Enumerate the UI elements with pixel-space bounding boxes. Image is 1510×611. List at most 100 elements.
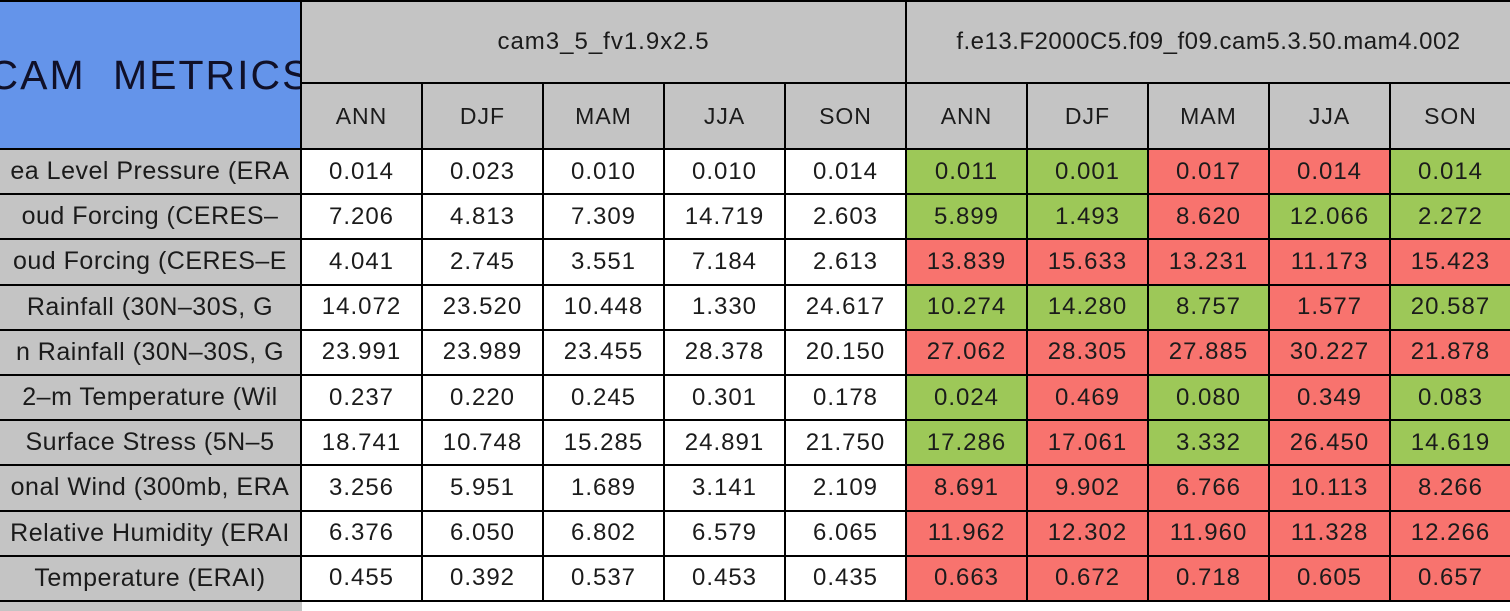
bottom-strip (0, 601, 1510, 611)
model1-value-cell: 18.741 (302, 421, 421, 465)
model2-value-cell-worse: 21.878 (1391, 330, 1510, 374)
model2-value-cell-worse: 12.302 (1028, 511, 1147, 555)
model2-value-cell-worse: 0.349 (1270, 375, 1389, 420)
row-label: Surface Stress (5N–5 (0, 421, 300, 465)
model2-value-cell-better: 20.587 (1391, 285, 1510, 329)
model1-value-cell: 0.178 (786, 375, 905, 420)
model1-value-cell: 2.603 (786, 195, 905, 239)
model1-value-cell: 28.378 (665, 330, 784, 374)
model1-value-cell: 3.551 (544, 240, 663, 284)
model2-value-cell-worse: 11.960 (1149, 511, 1268, 555)
model1-value-cell: 0.220 (423, 375, 542, 420)
model2-value-cell-worse: 27.062 (907, 330, 1026, 374)
model1-value-cell: 2.745 (423, 240, 542, 284)
row-label: Relative Humidity (ERAI (0, 511, 300, 555)
model2-value-cell-better: 0.083 (1391, 375, 1510, 420)
model1-value-cell: 10.748 (423, 421, 542, 465)
model1-value-cell: 6.065 (786, 511, 905, 555)
model2-value-cell-worse: 13.231 (1149, 240, 1268, 284)
row-label: 2–m Temperature (Wil (0, 375, 300, 420)
model1-header: cam3_5_fv1.9x2.5 (302, 2, 905, 82)
model2-value-cell-better: 12.066 (1270, 195, 1389, 239)
model1-value-cell: 0.010 (665, 150, 784, 194)
model2-value-cell-worse: 27.885 (1149, 330, 1268, 374)
model1-value-cell: 24.891 (665, 421, 784, 465)
model1-value-cell: 0.453 (665, 556, 784, 600)
model2-value-cell-worse: 8.620 (1149, 195, 1268, 239)
model2-value-cell-worse: 0.657 (1391, 556, 1510, 600)
model1-value-cell: 0.435 (786, 556, 905, 600)
model2-value-cell-worse: 11.962 (907, 511, 1026, 555)
row-label: n Rainfall (30N–30S, G (0, 330, 300, 374)
row-label: oud Forcing (CERES– (0, 195, 300, 239)
model1-value-cell: 7.309 (544, 195, 663, 239)
model2-value-cell-worse: 0.663 (907, 556, 1026, 600)
model2-value-cell-better: 5.899 (907, 195, 1026, 239)
model2-value-cell-worse: 6.766 (1149, 466, 1268, 510)
season-header-model2-ann: ANN (907, 84, 1026, 148)
model1-value-cell: 23.991 (302, 330, 421, 374)
model1-value-cell: 6.802 (544, 511, 663, 555)
model1-value-cell: 15.285 (544, 421, 663, 465)
row-label: onal Wind (300mb, ERA (0, 466, 300, 510)
model2-value-cell-worse: 0.014 (1270, 150, 1389, 194)
model2-value-cell-better: 10.274 (907, 285, 1026, 329)
model2-value-cell-worse: 17.061 (1028, 421, 1147, 465)
model1-value-cell: 0.301 (665, 375, 784, 420)
model1-value-cell: 24.617 (786, 285, 905, 329)
row-label: Temperature (ERAI) (0, 556, 300, 600)
model2-value-cell-worse: 10.113 (1270, 466, 1389, 510)
model1-value-cell: 23.989 (423, 330, 542, 374)
model2-value-cell-worse: 0.718 (1149, 556, 1268, 600)
model2-value-cell-worse: 30.227 (1270, 330, 1389, 374)
model2-value-cell-worse: 15.633 (1028, 240, 1147, 284)
row-label: ea Level Pressure (ERA (0, 150, 300, 194)
page-title: CAM METRICS (0, 2, 300, 148)
model1-value-cell: 7.206 (302, 195, 421, 239)
model2-value-cell-worse: 0.605 (1270, 556, 1389, 600)
model2-value-cell-worse: 11.173 (1270, 240, 1389, 284)
model2-value-cell-better: 17.286 (907, 421, 1026, 465)
model2-value-cell-worse: 8.266 (1391, 466, 1510, 510)
season-header-model1-mam: MAM (544, 84, 663, 148)
model2-value-cell-better: 0.001 (1028, 150, 1147, 194)
model1-value-cell: 4.041 (302, 240, 421, 284)
model1-value-cell: 0.014 (302, 150, 421, 194)
model1-value-cell: 4.813 (423, 195, 542, 239)
model1-value-cell: 0.237 (302, 375, 421, 420)
season-header-model1-son: SON (786, 84, 905, 148)
model2-value-cell-worse: 13.839 (907, 240, 1026, 284)
model1-value-cell: 0.010 (544, 150, 663, 194)
model1-value-cell: 0.537 (544, 556, 663, 600)
model1-value-cell: 6.579 (665, 511, 784, 555)
model1-value-cell: 14.072 (302, 285, 421, 329)
season-header-model2-son: SON (1391, 84, 1510, 148)
model2-value-cell-better: 14.619 (1391, 421, 1510, 465)
bottom-strip-label-area (0, 601, 302, 611)
model1-value-cell: 6.376 (302, 511, 421, 555)
model2-value-cell-worse: 15.423 (1391, 240, 1510, 284)
model2-value-cell-worse: 11.328 (1270, 511, 1389, 555)
model2-value-cell-worse: 0.469 (1028, 375, 1147, 420)
model2-value-cell-worse: 12.266 (1391, 511, 1510, 555)
model2-value-cell-worse: 8.691 (907, 466, 1026, 510)
model2-value-cell-better: 3.332 (1149, 421, 1268, 465)
model1-value-cell: 0.392 (423, 556, 542, 600)
model2-value-cell-better: 0.014 (1391, 150, 1510, 194)
model1-value-cell: 1.689 (544, 466, 663, 510)
model1-value-cell: 0.014 (786, 150, 905, 194)
model2-value-cell-worse: 1.577 (1270, 285, 1389, 329)
model1-value-cell: 20.150 (786, 330, 905, 374)
model1-value-cell: 0.455 (302, 556, 421, 600)
model1-value-cell: 21.750 (786, 421, 905, 465)
row-label: oud Forcing (CERES–E (0, 240, 300, 284)
model1-value-cell: 0.245 (544, 375, 663, 420)
model2-header: f.e13.F2000C5.f09_f09.cam5.3.50.mam4.002 (907, 2, 1510, 82)
model1-value-cell: 6.050 (423, 511, 542, 555)
model1-value-cell: 10.448 (544, 285, 663, 329)
model2-value-cell-better: 0.011 (907, 150, 1026, 194)
model2-value-cell-better: 1.493 (1028, 195, 1147, 239)
model1-value-cell: 2.613 (786, 240, 905, 284)
